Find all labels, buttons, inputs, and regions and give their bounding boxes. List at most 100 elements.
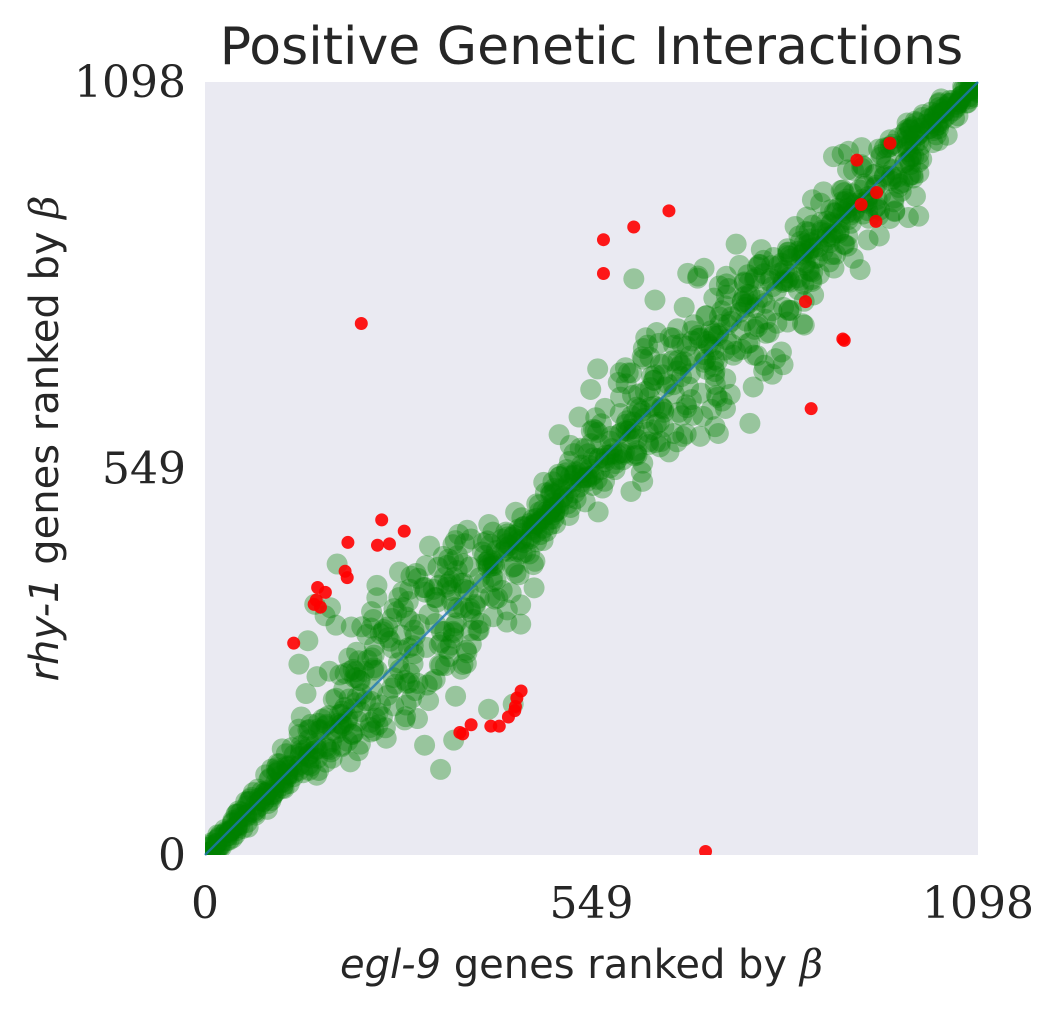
main-point [774,259,796,281]
main-point [819,232,841,254]
main-point [587,358,609,380]
main-point [485,569,507,591]
main-point [750,239,772,261]
main-point [615,420,637,442]
main-point [320,741,342,763]
main-point [795,252,817,274]
main-point [822,146,844,168]
main-point [349,670,371,692]
main-point [496,526,518,548]
main-point [906,112,928,134]
main-point [364,707,386,729]
main-point [668,401,690,423]
main-point [888,176,910,198]
main-point [565,488,587,510]
main-point [265,757,287,779]
main-point [733,272,755,294]
main-point [670,355,692,377]
main-point [330,703,352,725]
main-point [221,819,243,841]
main-point [359,716,381,738]
main-point [428,574,450,596]
main-point [579,454,601,476]
main-point [248,787,270,809]
main-point [288,724,310,746]
outlier-point [596,233,610,247]
main-point [349,733,371,755]
main-point [412,577,434,599]
main-point [580,433,602,455]
main-point [788,225,810,247]
main-point [343,722,365,744]
main-point [315,736,337,758]
main-point [543,477,565,499]
main-point [299,743,321,765]
main-point [908,143,930,165]
main-point [570,471,592,493]
main-point [897,206,919,228]
main-point [316,738,338,760]
main-point [793,314,815,336]
main-point [268,772,290,794]
main-point [758,321,780,343]
main-point [772,271,794,293]
main-point [342,658,364,680]
main-point [637,421,659,443]
main-point [932,101,954,123]
main-point [569,437,591,459]
main-point [793,240,815,262]
main-point [734,296,756,318]
main-point [207,827,229,849]
main-point [681,330,703,352]
main-point [851,137,873,159]
main-point [819,214,841,236]
main-point [640,396,662,418]
y-tick-label: 1098 [74,57,186,108]
outlier-point [869,214,883,228]
main-point [557,473,579,495]
main-point [472,532,494,554]
main-point [947,105,969,127]
main-point [403,643,425,665]
main-point [209,824,231,846]
main-point [841,183,863,205]
main-point [890,180,912,202]
main-point [453,578,475,600]
main-point [587,421,609,443]
main-point [523,513,545,535]
main-point [276,767,298,789]
main-point [547,499,569,521]
outlier-point [382,537,396,551]
main-point [227,815,249,837]
main-point [587,501,609,523]
main-point [377,684,399,706]
main-point [446,559,468,581]
main-point [542,471,564,493]
main-point [787,267,809,289]
main-point [715,368,737,390]
main-point [267,759,289,781]
main-point [831,191,853,213]
main-point [307,712,329,734]
main-point [776,238,798,260]
main-point [394,709,416,731]
main-point [715,329,737,351]
main-point [478,698,500,720]
main-point [496,599,518,621]
main-point [329,664,351,686]
main-point [831,143,853,165]
main-point [279,754,301,776]
main-point [399,662,421,684]
main-point [776,270,798,292]
main-point [607,371,629,393]
main-point [351,616,373,638]
main-point [920,101,942,123]
main-point [208,826,230,848]
main-point [930,88,952,110]
main-point [487,587,509,609]
y-axis-label: rhy-1 genes ranked by β [22,196,68,682]
x-tick-labels: 0 549 1098 [191,878,1034,929]
y-axis-gene: rhy-1 [22,577,68,681]
main-point [680,389,702,411]
main-point [638,434,660,456]
